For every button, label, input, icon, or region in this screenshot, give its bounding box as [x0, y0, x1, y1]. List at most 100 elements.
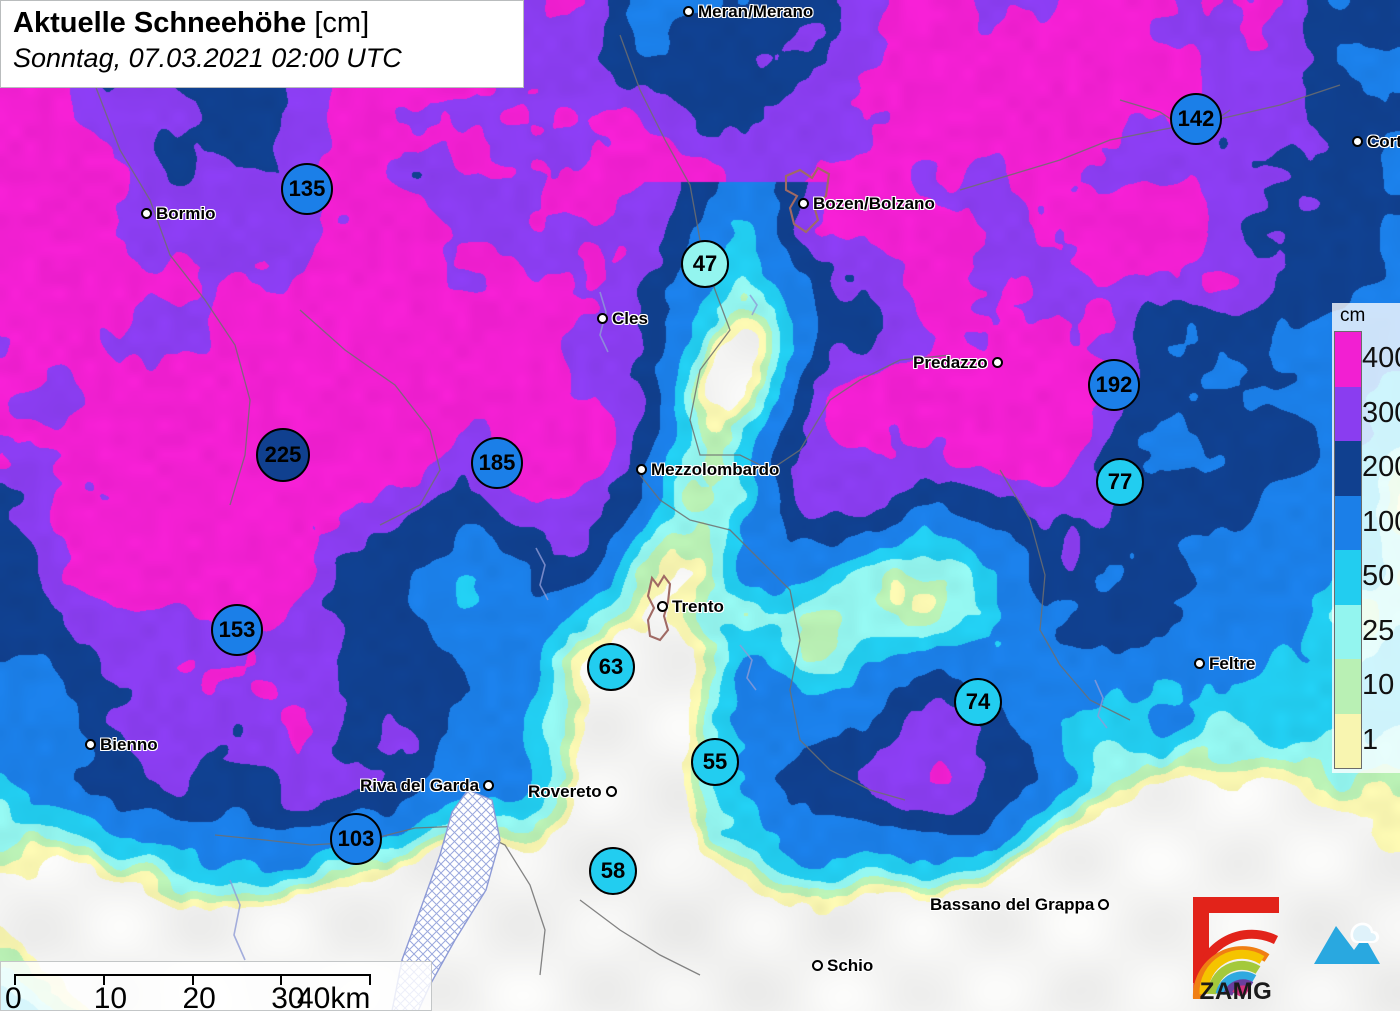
station-value: 103 — [337, 826, 375, 851]
city-marker-icon — [1098, 899, 1110, 910]
station-value: 192 — [1095, 372, 1133, 397]
station-marker[interactable]: 55 — [691, 738, 739, 786]
scale-tick-40km — [369, 974, 371, 985]
station-value: 55 — [702, 749, 728, 774]
city-label-bozen-bolzano: Bozen/Bolzano — [798, 195, 935, 212]
city-name: Bormio — [156, 204, 216, 223]
station-value: 185 — [478, 450, 516, 475]
city-marker-icon — [1194, 658, 1205, 669]
city-name: Trento — [672, 597, 724, 616]
city-marker-icon — [798, 198, 809, 209]
city-marker-icon — [85, 739, 96, 750]
city-label-cles: Cles — [597, 310, 648, 327]
city-marker-icon — [657, 601, 668, 612]
station-marker[interactable]: 142 — [1170, 93, 1222, 145]
colorbar-unit-label: cm — [1340, 305, 1366, 326]
city-marker-icon — [991, 357, 1003, 368]
colorbar-label-25: 25 — [1362, 614, 1395, 647]
city-name: Bienno — [100, 735, 158, 754]
city-marker-icon — [683, 6, 694, 17]
scale-tick-10 — [102, 974, 105, 985]
city-name: Bozen/Bolzano — [813, 194, 935, 213]
title-main-text: Aktuelle Schneehöhe — [13, 7, 307, 39]
city-label-bassano-del-grappa: Bassano del Grappa — [930, 895, 1110, 914]
city-marker-icon — [597, 313, 608, 324]
station-value: 58 — [600, 858, 626, 883]
city-label-mezzolombardo: Mezzolombardo — [636, 461, 779, 478]
station-marker[interactable]: 153 — [211, 604, 263, 656]
city-name: Rovereto — [528, 782, 602, 801]
station-marker[interactable]: 63 — [587, 643, 635, 691]
scale-label-10: 10 — [93, 982, 128, 1011]
city-name: Bassano del Grappa — [930, 895, 1095, 914]
title-unit-text: [cm] — [314, 7, 370, 39]
colorbar-label-1: 1 — [1362, 723, 1379, 756]
city-label-schio: Schio — [812, 957, 873, 974]
colorbar-band-10 — [1335, 659, 1361, 714]
station-marker[interactable]: 74 — [954, 678, 1002, 726]
page-title: Aktuelle Schneehöhe [cm] — [13, 5, 513, 41]
station-value: 225 — [264, 442, 302, 467]
city-name: Riva del Garda — [360, 776, 480, 795]
station-marker[interactable]: 103 — [330, 813, 382, 865]
city-label-rovereto: Rovereto — [528, 783, 617, 800]
scale-label-0: 0 — [5, 982, 22, 1011]
city-label-predazzo: Predazzo — [913, 354, 1003, 371]
station-marker[interactable]: 58 — [589, 847, 637, 895]
station-value: 153 — [218, 617, 256, 642]
city-name: Corti — [1367, 132, 1400, 151]
city-label-bormio: Bormio — [141, 205, 216, 222]
city-label-meran-merano: Meran/Merano — [683, 3, 813, 20]
zamg-logo-icon — [1192, 897, 1279, 999]
scale-label-20: 20 — [182, 982, 216, 1011]
station-marker[interactable]: 47 — [681, 240, 729, 288]
colorbar-band-300 — [1335, 386, 1361, 441]
mountain-cloud-logo-icon — [1314, 922, 1380, 964]
colorbar-band-400 — [1335, 332, 1361, 387]
city-name: Predazzo — [913, 353, 988, 372]
colorbar-band-100 — [1335, 495, 1361, 550]
station-marker[interactable]: 185 — [471, 437, 523, 489]
scale-tick-0 — [14, 974, 16, 985]
colorbar-label-300: 300 — [1362, 396, 1400, 429]
station-value: 47 — [692, 251, 718, 276]
colorbar-label-200: 200 — [1362, 451, 1400, 484]
scale-label-40km: 40km — [297, 982, 371, 1011]
city-marker-icon — [605, 786, 617, 797]
station-value: 74 — [965, 689, 991, 714]
colorbar-band-1 — [1335, 713, 1361, 768]
station-marker[interactable]: 225 — [256, 428, 310, 482]
title-subtitle: Sonntag, 07.03.2021 02:00 UTC — [13, 43, 402, 73]
city-marker-icon — [483, 780, 495, 791]
colorbar-label-400: 400 — [1362, 342, 1400, 375]
station-value: 135 — [288, 176, 326, 201]
city-name: Mezzolombardo — [651, 460, 780, 479]
scale-bar: 0 10 20 30 40km — [0, 961, 432, 1011]
colorbar-label-100: 100 — [1362, 505, 1400, 538]
scale-tick-30 — [280, 974, 283, 985]
city-boundary-outlines — [646, 166, 831, 642]
colorbar-label-10: 10 — [1362, 669, 1395, 702]
colorbar-legend: cm 400 300 200 100 50 25 10 1 — [1332, 303, 1400, 773]
city-label-bienno: Bienno — [85, 736, 158, 753]
colorbar-label-50: 50 — [1362, 560, 1395, 593]
station-value: 77 — [1107, 469, 1133, 494]
city-name: Meran/Merano — [698, 2, 814, 21]
city-name: Cles — [612, 309, 648, 328]
scale-label-30: 30 — [271, 982, 305, 1011]
city-name: Feltre — [1209, 654, 1256, 673]
station-marker[interactable]: 77 — [1096, 458, 1144, 506]
administrative-borders — [94, 34, 1341, 976]
station-marker[interactable]: 192 — [1088, 359, 1140, 411]
city-label-trento: Trento — [657, 598, 724, 615]
scale-tick-20 — [191, 974, 194, 985]
zamg-logo-wordmark: ZAMG — [1199, 978, 1273, 1005]
colorbar-strip — [1334, 331, 1362, 769]
rivers — [229, 291, 1108, 961]
station-marker[interactable]: 135 — [281, 163, 333, 215]
city-marker-icon — [1352, 136, 1363, 147]
city-name: Schio — [827, 956, 874, 975]
